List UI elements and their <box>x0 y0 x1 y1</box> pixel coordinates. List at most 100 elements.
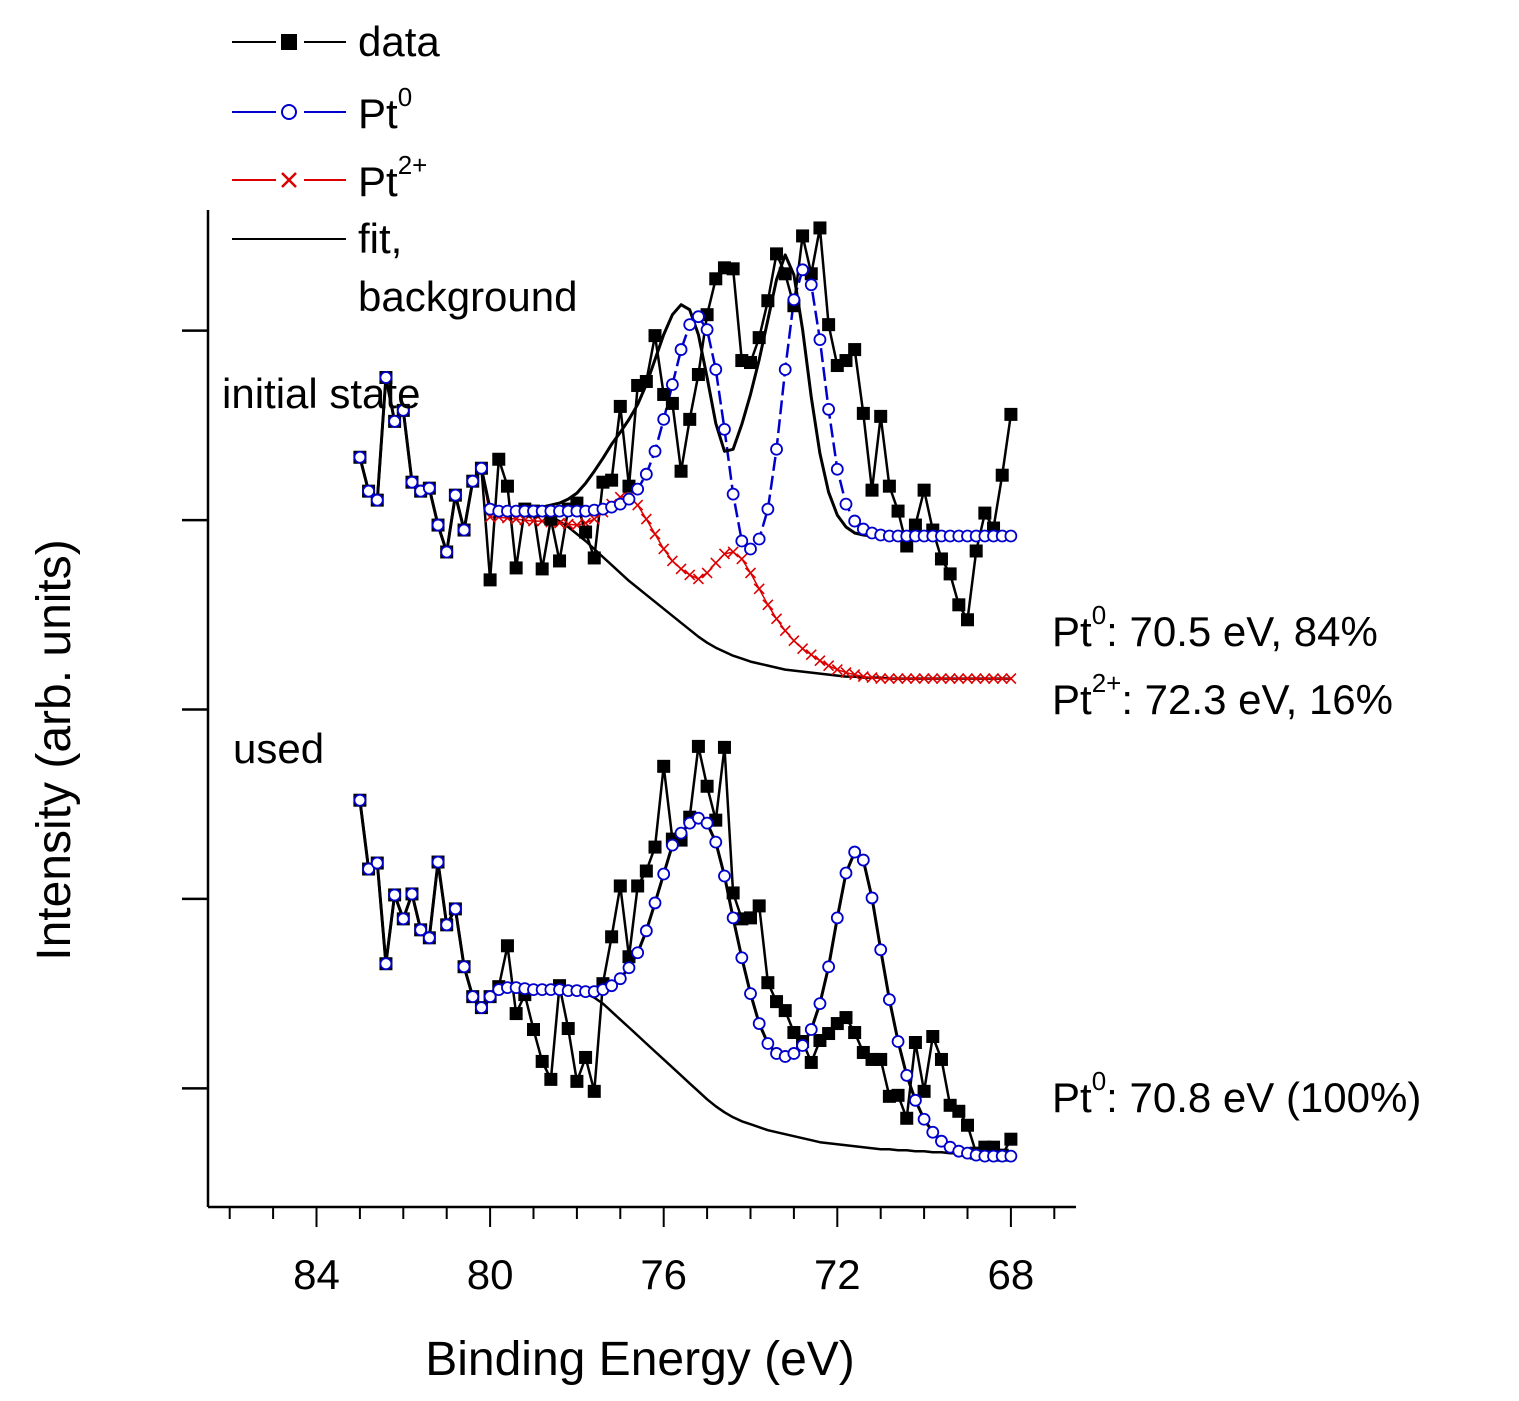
data-point <box>691 368 705 382</box>
data-point <box>613 399 627 413</box>
pt0-point <box>396 912 410 926</box>
data-point <box>804 1055 818 1069</box>
data-point <box>483 573 497 587</box>
pt0-point <box>622 492 636 506</box>
data-point <box>848 1026 862 1040</box>
pt2-point <box>675 563 687 575</box>
pt0-point <box>440 545 454 559</box>
series-layer <box>353 221 1018 1163</box>
data-point <box>961 613 974 627</box>
x-ticks <box>228 1207 1056 1227</box>
axes: 84 80 76 72 68 <box>182 210 1076 1298</box>
data-point <box>579 1050 593 1064</box>
pt2-point <box>883 673 895 685</box>
data-point <box>778 267 792 281</box>
data-point <box>665 396 679 410</box>
legend-label-background: background <box>358 273 578 320</box>
pt0-point <box>665 378 679 391</box>
pt0-point <box>848 514 862 528</box>
data-point <box>709 272 723 286</box>
data-point <box>700 779 714 793</box>
pt0-point <box>683 318 697 332</box>
data-point <box>839 1011 853 1025</box>
x-tick-label: 72 <box>814 1251 861 1298</box>
data-point <box>761 976 775 990</box>
pt0-point <box>674 826 688 840</box>
pt2-point <box>779 625 791 637</box>
data-point <box>874 409 888 423</box>
pt0-point <box>631 482 645 496</box>
legend-sup-pt0: 0 <box>398 82 412 112</box>
pt0-point <box>761 502 775 516</box>
data-point <box>1004 407 1018 421</box>
pt0-point <box>796 1039 809 1052</box>
pt2-point <box>823 660 835 672</box>
data-point <box>891 504 905 518</box>
pt0-point <box>448 488 462 502</box>
pt0-point <box>639 467 653 481</box>
pt0-point <box>440 918 454 932</box>
data-point <box>579 525 593 539</box>
pt2-point <box>736 553 748 565</box>
pt0-point <box>874 943 888 957</box>
data-point <box>848 343 862 357</box>
data-point <box>952 1104 966 1118</box>
data-point <box>822 318 836 332</box>
data-point <box>978 506 992 520</box>
square-marker-icon <box>281 34 297 50</box>
pt0-point <box>735 951 749 965</box>
pt0-point <box>639 924 653 938</box>
pt0-point <box>414 923 428 937</box>
pt0-point <box>700 323 714 337</box>
pt2-point <box>979 673 991 685</box>
data-point <box>570 1074 584 1088</box>
pt2-point <box>892 673 904 685</box>
legend-sup-pt2: 2+ <box>398 150 428 180</box>
data-point <box>882 479 896 493</box>
data-point <box>535 562 549 576</box>
annotation-initial-pt0: Pt0: 70.5 eV, 84% <box>1052 600 1378 655</box>
pt0-point <box>379 371 393 384</box>
pt0-point <box>770 442 783 456</box>
legend-entry-pt0: Pt0 <box>232 82 412 137</box>
pt2-point <box>944 673 956 685</box>
data-point <box>761 294 775 308</box>
legend-label-pt0: Pt <box>358 90 398 137</box>
data-point <box>943 567 957 581</box>
pt0-point <box>830 911 844 925</box>
pt0-point <box>692 310 705 324</box>
data-point <box>752 899 766 913</box>
pt0-point <box>848 845 862 859</box>
data-point <box>813 221 827 235</box>
pt0-point <box>448 902 462 916</box>
data-point <box>648 840 662 854</box>
data-point <box>934 1052 948 1066</box>
pt0-point <box>778 363 792 376</box>
pt0-point <box>631 946 645 960</box>
pt0-point <box>752 1017 766 1030</box>
cross-marker-icon <box>281 172 297 188</box>
pt2-point <box>527 515 540 527</box>
pt0-point <box>422 931 436 945</box>
pt2-point <box>727 546 739 558</box>
data-point <box>535 1054 549 1068</box>
pt2-point <box>805 649 817 661</box>
pt2-point <box>1005 673 1017 685</box>
circle-marker-icon <box>281 104 297 120</box>
data-point <box>917 483 931 497</box>
pt0-point <box>353 450 367 464</box>
pt2-point <box>840 667 852 679</box>
pt0-point <box>457 960 471 974</box>
data-point <box>544 1072 558 1086</box>
pt2-point <box>770 613 783 625</box>
pt2-point <box>692 573 704 585</box>
pt0-point <box>475 461 488 475</box>
data-point <box>874 1052 888 1066</box>
pt0-point <box>388 888 402 902</box>
pt2-point <box>744 567 757 579</box>
data-point <box>856 406 870 420</box>
pt2-point <box>970 673 982 685</box>
pt0-point <box>405 887 419 901</box>
pt2-point <box>953 673 965 685</box>
